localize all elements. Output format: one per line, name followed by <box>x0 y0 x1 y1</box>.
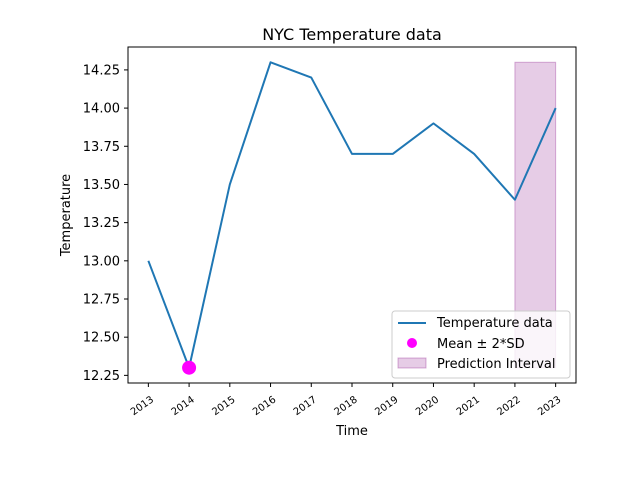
y-tick-label: 14.25 <box>83 63 120 78</box>
x-tick-label: 2015 <box>210 394 237 418</box>
chart-title: NYC Temperature data <box>262 25 442 44</box>
x-tick-label: 2023 <box>536 394 563 418</box>
series-point-layer <box>182 360 197 375</box>
y-axis-label: Temperature <box>59 174 74 257</box>
y-tick-label: 13.25 <box>83 216 120 231</box>
x-tick-label: 2022 <box>495 394 522 418</box>
x-tick-label: 2016 <box>251 394 278 418</box>
legend-label-mean: Mean ± 2*SD <box>437 337 525 352</box>
mean-sd-point <box>182 360 197 375</box>
x-tick-label: 2014 <box>170 394 197 418</box>
legend-label-temperature: Temperature data <box>436 316 553 331</box>
x-tick-label: 2018 <box>333 394 360 418</box>
legend-marker-swatch <box>407 338 417 348</box>
x-tick-label: 2020 <box>414 394 441 418</box>
x-tick-label: 2019 <box>373 394 400 418</box>
y-tick-label: 13.75 <box>83 140 120 155</box>
legend-label-interval: Prediction Interval <box>437 357 556 372</box>
legend: Temperature data Mean ± 2*SD Prediction … <box>391 310 571 379</box>
y-tick-label: 14.00 <box>83 102 120 117</box>
temperature-line <box>147 61 557 369</box>
x-tick-label: 2021 <box>455 394 482 418</box>
x-axis-ticks: 2013 2014 2015 2016 2017 2018 2019 2020 2021 2022… <box>129 383 563 418</box>
y-tick-label: 13.50 <box>83 178 120 193</box>
legend-band-swatch <box>397 357 427 369</box>
y-tick-label: 12.25 <box>83 369 120 384</box>
y-tick-label: 13.00 <box>83 254 120 269</box>
legend-frame <box>391 310 571 379</box>
series-line-layer <box>147 61 557 369</box>
y-tick-label: 12.50 <box>83 331 120 346</box>
y-axis-ticks: 12.25 12.50 12.75 13.00 13.25 13.50 13.75 14.00… <box>83 63 128 384</box>
y-tick-label: 12.75 <box>83 293 120 308</box>
x-axis-label: Time <box>335 424 368 439</box>
x-tick-label: 2013 <box>129 394 156 418</box>
x-tick-label: 2017 <box>292 394 319 418</box>
